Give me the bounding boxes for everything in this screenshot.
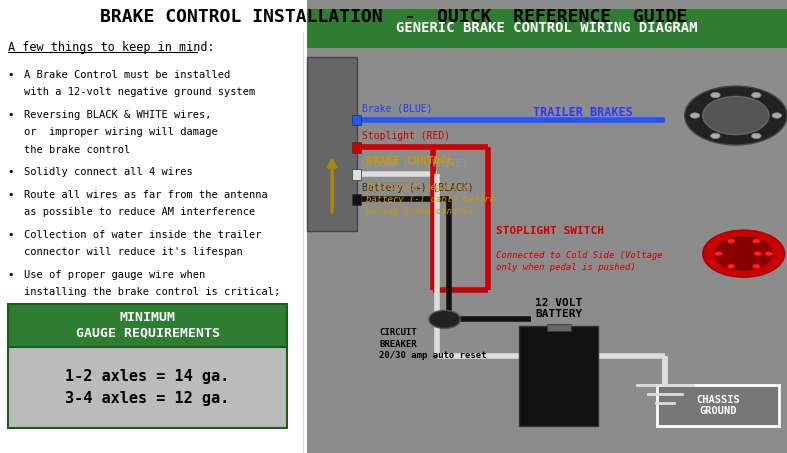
Text: smaller gauge wire may result in: smaller gauge wire may result in [24,304,224,314]
Bar [657,385,779,426]
Circle shape [703,230,785,277]
Bar [307,57,357,231]
Text: Connected to Cold Side (Voltage
only when pedal is pushed): Connected to Cold Side (Voltage only whe… [496,251,663,272]
Text: Disconnect negative
battery (-) cable before
wiring brake control: Disconnect negative battery (-) cable be… [366,183,495,216]
Circle shape [711,133,720,139]
Bar [8,304,287,347]
Text: Route all wires as far from the antenna: Route all wires as far from the antenna [24,190,268,200]
Text: •: • [8,190,14,200]
Circle shape [765,251,773,256]
Circle shape [715,251,722,256]
Circle shape [752,133,761,139]
Text: •: • [8,167,14,177]
Text: connector will reduce it's lifespan: connector will reduce it's lifespan [24,247,242,257]
Text: with a 12-volt negative ground system: with a 12-volt negative ground system [24,87,255,97]
Bar [0,0,303,453]
Text: •: • [8,230,14,240]
Bar [352,142,361,153]
Circle shape [703,96,769,135]
Circle shape [772,113,781,118]
Text: Collection of water inside the trailer: Collection of water inside the trailer [24,230,261,240]
Bar [352,115,361,125]
Text: 12 VOLT
BATTERY: 12 VOLT BATTERY [535,298,582,319]
Text: TRAILER BRAKES: TRAILER BRAKES [533,106,632,119]
Text: installing the brake control is critical;: installing the brake control is critical… [24,287,280,297]
Text: BRAKE CONTROL INSTALLATION  -  QUICK  REFERENCE  GUIDE: BRAKE CONTROL INSTALLATION - QUICK REFER… [100,8,687,26]
Text: Ground (-) (WHITE): Ground (-) (WHITE) [362,158,467,168]
Text: CIRCUIT
BREAKER
20/30 amp auto reset: CIRCUIT BREAKER 20/30 amp auto reset [379,328,487,360]
Circle shape [711,92,720,98]
Text: Brake (BLUE): Brake (BLUE) [362,104,433,114]
Text: 1-2 axles = 14 ga.
3-4 axles = 12 ga.: 1-2 axles = 14 ga. 3-4 axles = 12 ga. [65,369,230,406]
Text: STOPLIGHT SWITCH: STOPLIGHT SWITCH [496,226,604,236]
Circle shape [752,92,761,98]
Text: Use of proper gauge wire when: Use of proper gauge wire when [24,270,205,280]
Bar [352,194,361,205]
Text: CHASSIS
GROUND: CHASSIS GROUND [696,395,741,416]
Circle shape [429,310,460,328]
Text: MINIMUM
GAUGE REQUIREMENTS: MINIMUM GAUGE REQUIREMENTS [76,310,220,340]
Text: the brake control: the brake control [24,145,130,154]
Text: Stoplight (RED): Stoplight (RED) [362,131,450,141]
Text: A few things to keep in mind:: A few things to keep in mind: [8,41,215,54]
Bar [352,169,361,180]
Circle shape [752,239,760,243]
Text: BRAKE CONTROL: BRAKE CONTROL [366,156,453,166]
Circle shape [754,251,762,256]
Text: Battery (+) (BLACK): Battery (+) (BLACK) [362,183,474,193]
Text: GENERIC BRAKE CONTROL WIRING DIAGRAM: GENERIC BRAKE CONTROL WIRING DIAGRAM [396,21,698,35]
Text: •: • [8,270,14,280]
Text: Reversing BLACK & WHITE wires,: Reversing BLACK & WHITE wires, [24,110,211,120]
Text: •: • [8,70,14,80]
Text: Solidly connect all 4 wires: Solidly connect all 4 wires [24,167,192,177]
Bar [519,326,598,426]
Circle shape [752,264,760,269]
Text: •: • [8,110,14,120]
Text: or  improper wiring will damage: or improper wiring will damage [24,127,217,137]
Text: A Brake Control must be installed: A Brake Control must be installed [24,70,230,80]
Circle shape [715,237,772,270]
Bar [307,9,787,48]
Bar [307,0,787,453]
Circle shape [727,264,735,269]
Circle shape [685,86,787,145]
Circle shape [727,239,735,243]
Circle shape [690,113,700,118]
Bar [547,324,571,331]
Text: less than efficient braking: less than efficient braking [24,321,192,331]
Text: as possible to reduce AM interference: as possible to reduce AM interference [24,207,255,217]
Bar [8,347,287,428]
